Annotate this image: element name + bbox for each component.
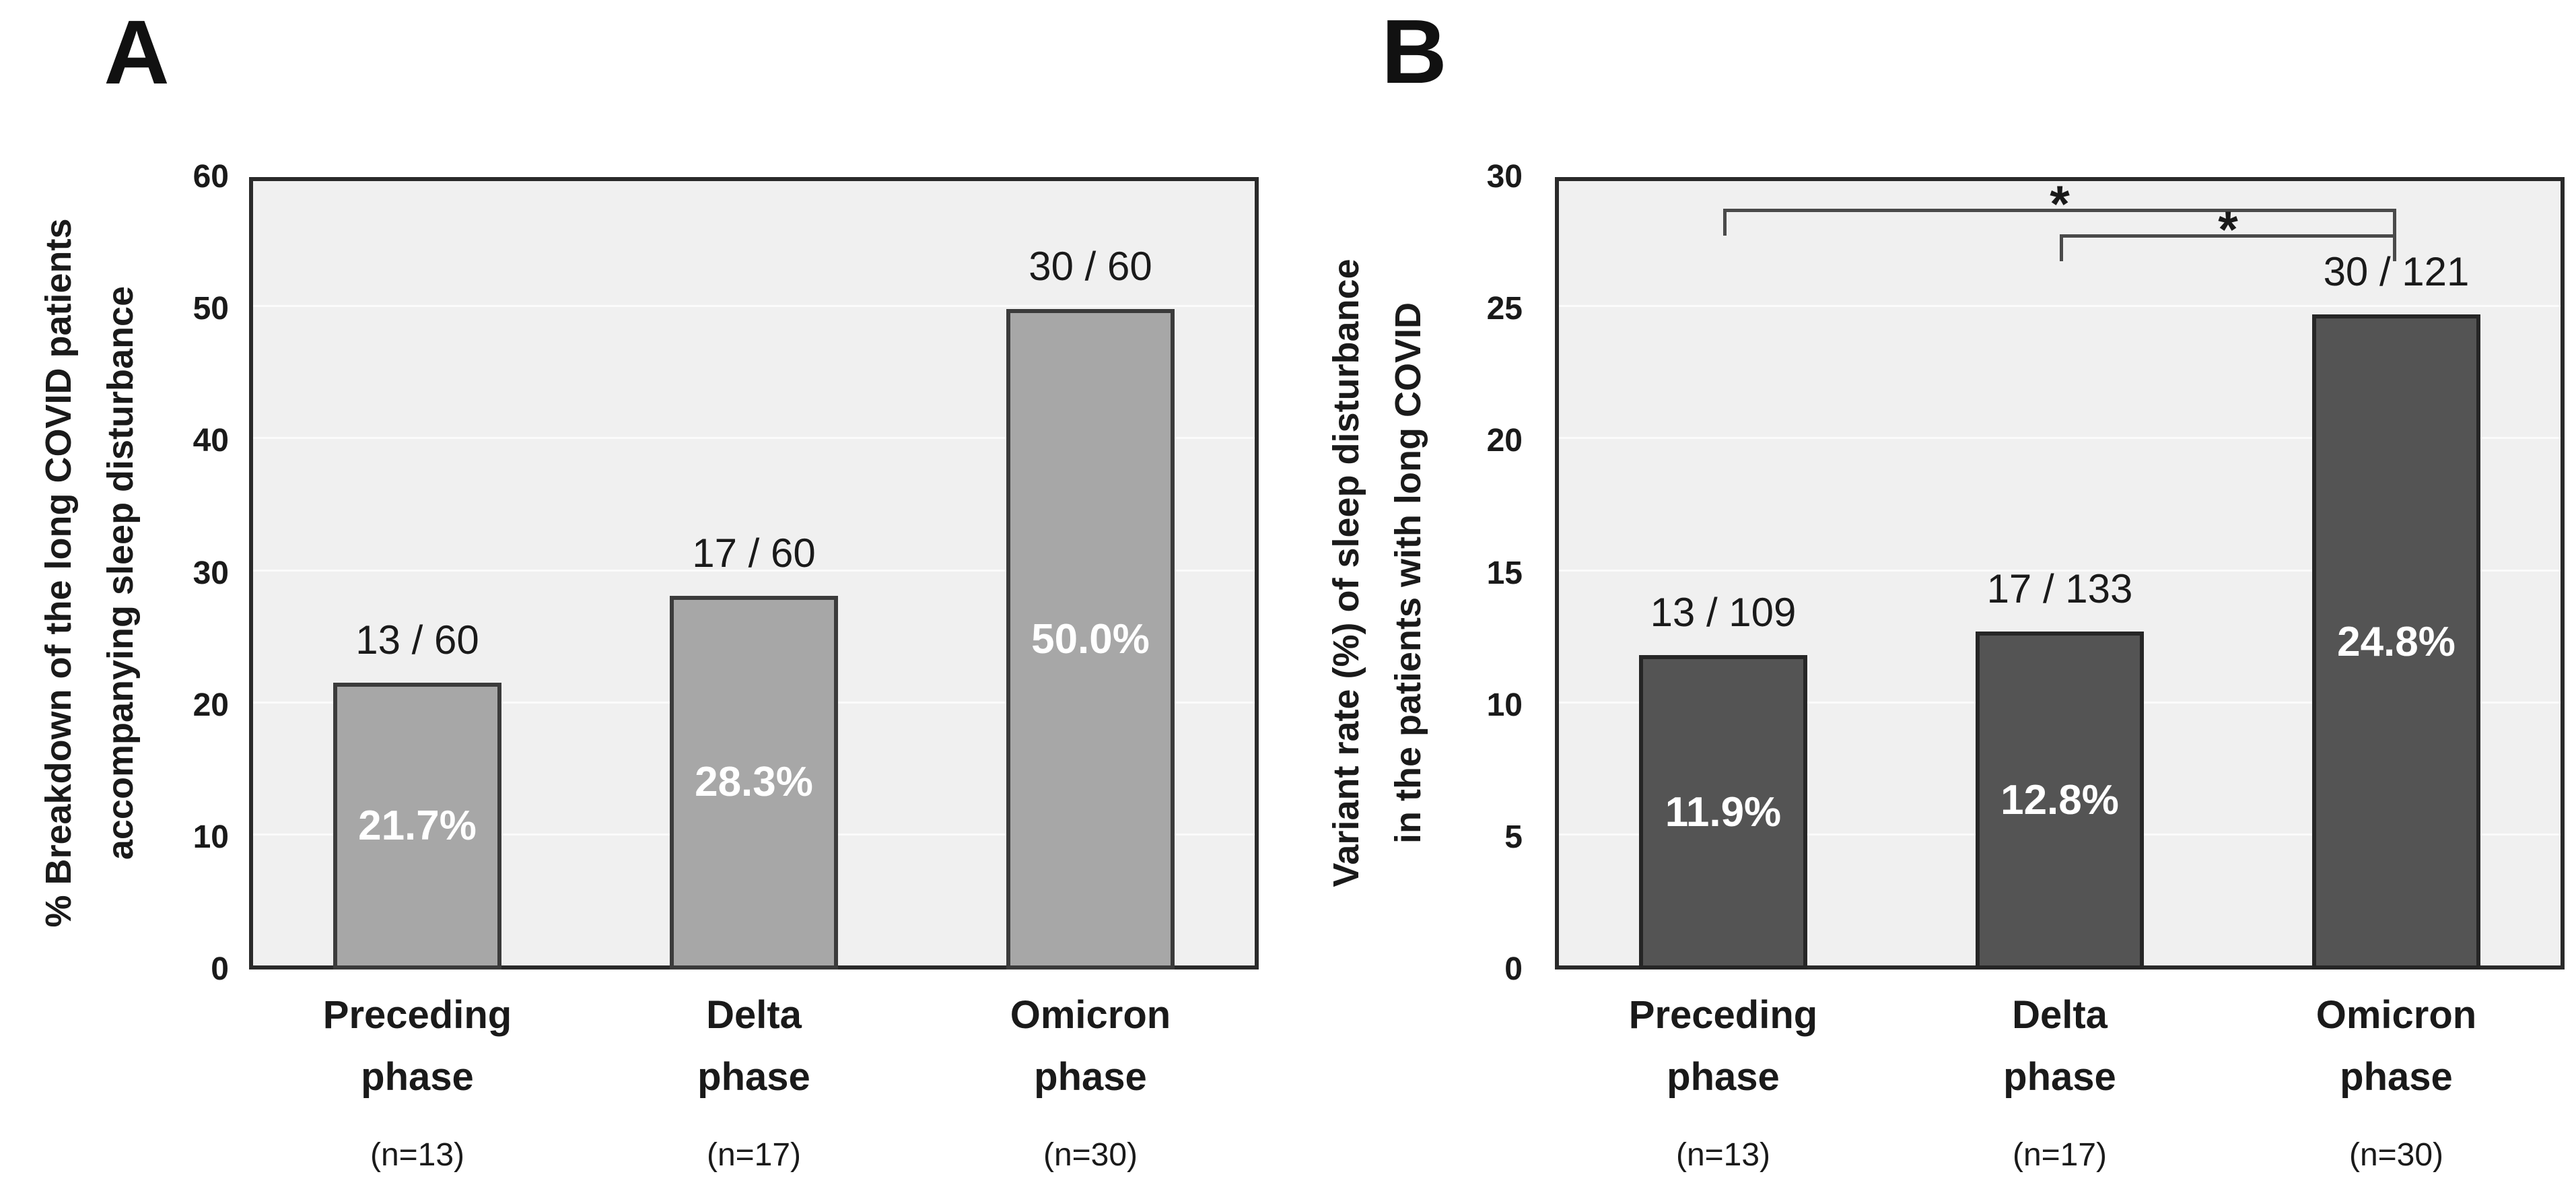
y-tick-label: 50 — [193, 291, 229, 327]
y-tick-label: 20 — [193, 687, 229, 723]
significance-asterisk: * — [2218, 201, 2238, 259]
bar — [1976, 631, 2144, 969]
gridline — [253, 437, 1255, 440]
gridline — [1559, 569, 2561, 572]
y-tick-label: 20 — [1486, 423, 1523, 459]
y-tick-label: 5 — [1504, 819, 1523, 855]
category-label-line: Omicron — [2316, 993, 2477, 1037]
significance-bracket-end — [1723, 209, 1727, 236]
category-label: Omicron phase — [882, 984, 1299, 1108]
panel-a-letter: A — [104, 1, 170, 103]
y-tick-label: 0 — [1504, 951, 1523, 987]
category-label-line: phase — [361, 1055, 474, 1099]
category-label-line: phase — [697, 1055, 810, 1099]
bar-percent-label: 21.7% — [358, 803, 477, 850]
significance-bracket-end — [2060, 234, 2063, 261]
bar-count-label: 13 / 109 — [1650, 590, 1797, 636]
category-label: Omicron phase — [2188, 984, 2576, 1108]
bar — [1006, 309, 1175, 969]
y-tick-label: 30 — [193, 555, 229, 591]
bar — [333, 683, 501, 969]
bar-count-label: 30 / 60 — [1029, 244, 1152, 290]
sample-size-label: (n=13) — [370, 1137, 465, 1173]
y-tick-label: 10 — [1486, 687, 1523, 723]
y-tick-label: 40 — [193, 423, 229, 459]
bar-percent-label: 12.8% — [2000, 776, 2119, 823]
bar-count-label: 17 / 60 — [692, 530, 816, 576]
category-label-line: Omicron — [1010, 993, 1171, 1037]
gridline — [1559, 437, 2561, 440]
sample-size-label: (n=17) — [2012, 1137, 2108, 1173]
bar — [2312, 314, 2480, 969]
y-tick-label: 25 — [1486, 291, 1523, 327]
panel-b-letter: B — [1381, 1, 1447, 102]
category-label: Delta phase — [1851, 984, 2268, 1108]
category-label-line: phase — [1667, 1055, 1780, 1099]
category-label: Preceding phase — [209, 984, 626, 1108]
significance-bracket-end — [2393, 234, 2396, 261]
bar-count-label: 17 / 133 — [1986, 566, 2133, 611]
category-label-line: Delta — [2012, 993, 2108, 1037]
significance-bracket-line — [1723, 209, 2396, 212]
significance-asterisk: * — [2050, 176, 2070, 233]
bar — [1639, 655, 1807, 969]
bar-percent-label: 50.0% — [1031, 615, 1150, 662]
sample-size-label: (n=30) — [2348, 1137, 2444, 1173]
significance-bracket-end — [2393, 209, 2396, 236]
y-tick-label: 60 — [193, 159, 229, 195]
bar-count-label: 13 / 60 — [355, 617, 479, 663]
category-label-line: phase — [2340, 1055, 2453, 1099]
significance-bracket-line — [2060, 234, 2396, 238]
category-label-line: Preceding — [1628, 993, 1818, 1037]
gridline — [253, 569, 1255, 572]
category-label: Preceding phase — [1515, 984, 1932, 1108]
category-label-line: phase — [2003, 1055, 2116, 1099]
y-tick-label: 0 — [211, 951, 229, 987]
bar-percent-label: 24.8% — [2337, 618, 2456, 665]
gridline — [253, 305, 1255, 308]
category-label-line: phase — [1034, 1055, 1147, 1099]
y-tick-label: 30 — [1486, 159, 1523, 195]
bar-percent-label: 28.3% — [695, 759, 813, 806]
sample-size-label: (n=13) — [1675, 1137, 1771, 1173]
gridline — [1559, 305, 2561, 308]
category-label: Delta phase — [545, 984, 963, 1108]
bar — [670, 595, 838, 969]
y-tick-label: 15 — [1486, 555, 1523, 591]
y-tick-label: 10 — [193, 819, 229, 855]
category-label-line: Delta — [706, 993, 802, 1037]
sample-size-label: (n=30) — [1043, 1137, 1138, 1173]
bar-percent-label: 11.9% — [1665, 788, 1782, 836]
sample-size-label: (n=17) — [706, 1137, 802, 1173]
category-label-line: Preceding — [322, 993, 512, 1037]
